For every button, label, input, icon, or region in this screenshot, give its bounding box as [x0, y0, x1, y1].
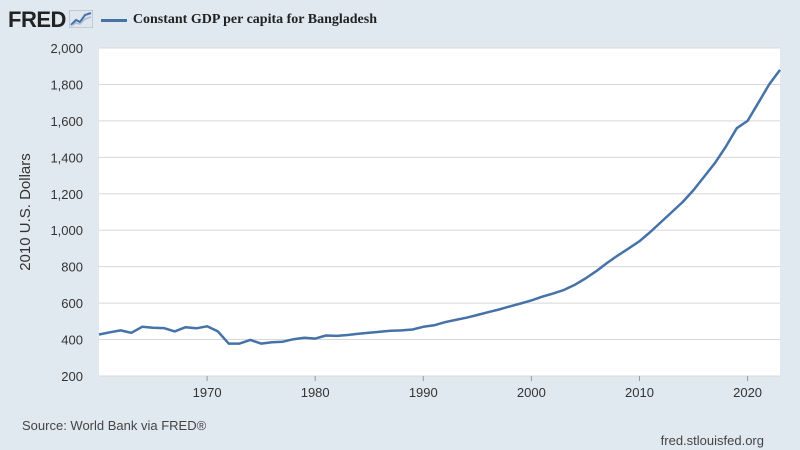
- y-axis-ticks: 200 400 600 800 1,000 1,200 1,400 1,600 1,800 2,0…: [50, 41, 83, 384]
- x-tick-label: 2020: [733, 385, 762, 400]
- chart-header: FRED Constant GDP per capita for Banglad…: [8, 6, 377, 34]
- legend-label: Constant GDP per capita for Bangladesh: [132, 12, 378, 27]
- x-axis-ticks: 1970 1980 1990 2000 2010 2020: [193, 376, 762, 400]
- legend-swatch: [100, 18, 127, 22]
- x-tick-label: 1970: [193, 385, 222, 400]
- series-line-bangladesh-gdp: [98, 69, 782, 345]
- y-tick-label: 600: [61, 296, 83, 311]
- x-tick-label: 2010: [625, 385, 654, 400]
- x-tick-label: 2000: [517, 385, 546, 400]
- y-tick-label: 1,200: [50, 187, 83, 202]
- fred-logo[interactable]: FRED: [8, 7, 66, 32]
- gridlines: [99, 47, 780, 377]
- y-tick-label: 200: [61, 369, 83, 384]
- y-tick-label: 1,400: [50, 150, 83, 165]
- source-note: Source: World Bank via FRED®: [22, 418, 207, 433]
- y-tick-label: 800: [61, 260, 83, 275]
- y-tick-label: 400: [61, 333, 83, 348]
- y-tick-label: 1,800: [50, 77, 83, 92]
- y-tick-label: 1,000: [50, 223, 83, 238]
- plot-area: [99, 48, 780, 376]
- x-tick-label: 1990: [409, 385, 438, 400]
- fred-chart-icon: [68, 10, 93, 28]
- y-tick-label: 1,600: [50, 114, 83, 129]
- y-tick-label: 2,000: [50, 41, 83, 56]
- site-link[interactable]: fred.stlouisfed.org: [660, 433, 764, 448]
- x-tick-label: 1980: [301, 385, 330, 400]
- y-axis-label: 2010 U.S. Dollars: [17, 153, 34, 271]
